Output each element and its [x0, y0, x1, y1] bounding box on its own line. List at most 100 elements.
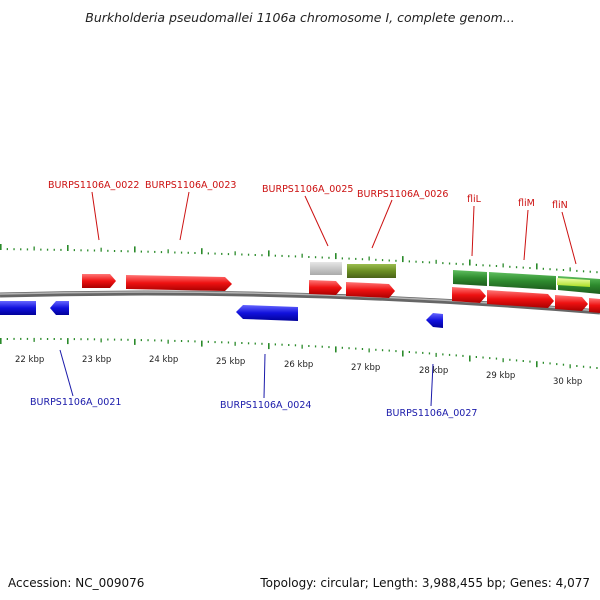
top-ticks-tick: [361, 258, 364, 261]
top-ticks-tick: [140, 250, 142, 253]
feature-green-2[interactable]: [489, 272, 556, 290]
bottom-ticks-tick: [482, 356, 484, 359]
top-ticks-tick: [335, 253, 337, 260]
label-BURPS1106A_0026[interactable]: BURPS1106A_0026: [357, 189, 448, 200]
top-ticks-tick: [435, 259, 437, 264]
gene-BURPS1106A_0022[interactable]: [82, 274, 116, 288]
top-ticks-tick: [0, 244, 2, 250]
bottom-ticks-tick: [180, 340, 183, 342]
top-ticks-tick: [301, 253, 303, 258]
bottom-tick-row: [0, 337, 598, 369]
top-ticks-tick: [308, 256, 310, 258]
top-ticks-tick: [40, 248, 42, 251]
top-ticks-tick: [475, 263, 477, 266]
bottom-ticks-tick: [6, 338, 8, 340]
bottom-ticks-tick: [381, 349, 384, 352]
bottom-ticks-tick: [475, 356, 477, 358]
bottom-ticks-tick: [60, 338, 62, 340]
feature-lime[interactable]: [557, 278, 590, 287]
gene-BURPS1106A_0023[interactable]: [126, 275, 232, 291]
scale-label-29kbp: 29 kbp: [486, 371, 515, 381]
feature-gray[interactable]: [310, 262, 342, 275]
bottom-ticks-tick: [160, 339, 163, 342]
label-BURPS1106A_0021[interactable]: BURPS1106A_0021: [30, 397, 121, 408]
gene-BURPS1106A_0025[interactable]: [309, 280, 342, 295]
top-ticks-tick: [227, 253, 230, 256]
top-ticks-tick: [147, 250, 149, 253]
bottom-ticks-tick: [207, 340, 209, 343]
label-BURPS1106A_0025[interactable]: BURPS1106A_0025: [262, 184, 353, 195]
top-ticks-tick: [174, 251, 176, 254]
bottom-ticks-tick: [509, 358, 511, 361]
gene-fliL[interactable]: [452, 287, 486, 303]
label-fliL[interactable]: fliL: [467, 194, 482, 205]
top-ticks-tick: [549, 268, 551, 271]
bottom-ticks-tick: [402, 350, 404, 357]
top-ticks-tick: [46, 248, 49, 251]
bottom-ticks-tick: [227, 341, 230, 344]
bottom-ticks-tick: [448, 353, 451, 356]
label-fliN[interactable]: fliN: [552, 200, 568, 211]
top-ticks-tick: [321, 256, 323, 259]
top-ticks-tick: [341, 257, 343, 260]
scale-label-23kbp: 23 kbp: [82, 355, 111, 365]
bottom-ticks-tick: [395, 350, 397, 353]
bottom-ticks-tick: [221, 341, 223, 344]
top-ticks-tick: [596, 271, 598, 274]
top-ticks-tick: [556, 268, 558, 271]
top-ticks-tick: [442, 262, 444, 265]
top-ticks-tick: [60, 248, 62, 251]
top-ticks-tick: [388, 259, 390, 262]
top-ticks-tick: [489, 264, 491, 267]
scale-label-30kbp: 30 kbp: [553, 377, 582, 387]
bottom-ticks-tick: [87, 338, 89, 341]
gene-BURPS1106A_0027[interactable]: [426, 313, 443, 328]
feature-green-1[interactable]: [453, 270, 487, 286]
top-ticks-tick: [502, 263, 504, 268]
top-ticks-tick: [33, 246, 35, 251]
feature-olive[interactable]: [347, 264, 396, 278]
bottom-ticks-tick: [40, 337, 42, 340]
gene-left-edge[interactable]: [0, 301, 36, 315]
top-ticks-tick: [314, 256, 317, 259]
gene-BURPS1106A_0024[interactable]: [236, 305, 298, 321]
top-ticks-tick: [261, 254, 263, 257]
gene-BURPS1106A_0021[interactable]: [50, 301, 69, 315]
bottom-ticks-tick: [556, 363, 558, 366]
top-ticks-tick: [87, 249, 89, 252]
scale-label-25kbp: 25 kbp: [216, 357, 245, 367]
label-fliM[interactable]: fliM: [518, 198, 535, 209]
scale-label-27kbp: 27 kbp: [351, 363, 380, 373]
bottom-ticks-tick: [261, 342, 263, 345]
top-ticks-tick: [274, 254, 276, 257]
top-ticks-tick: [180, 251, 183, 254]
bottom-ticks-tick: [469, 355, 471, 362]
label-BURPS1106A_0027[interactable]: BURPS1106A_0027: [386, 408, 477, 419]
bottom-ticks-tick: [134, 338, 136, 345]
bottom-ticks-tick: [562, 363, 565, 366]
top-ticks-tick: [428, 261, 431, 264]
bottom-ticks-tick: [388, 349, 390, 352]
gene-BURPS1106A_0026[interactable]: [346, 282, 395, 298]
bottom-ticks-tick: [187, 340, 189, 343]
label-BURPS1106A_0023[interactable]: BURPS1106A_0023: [145, 180, 236, 191]
top-ticks-tick: [368, 256, 370, 261]
bottom-ticks-tick: [147, 339, 149, 342]
bottom-ticks-tick: [542, 361, 544, 364]
bottom-ticks-tick: [442, 353, 444, 356]
top-ticks-tick: [422, 261, 424, 264]
bottom-ticks-tick: [140, 339, 142, 342]
gene-fliN[interactable]: [555, 295, 588, 311]
top-ticks-tick: [522, 266, 524, 269]
top-ticks-tick: [462, 263, 464, 266]
bottom-ticks-tick: [0, 338, 2, 344]
gene-fliO[interactable]: [589, 298, 600, 313]
bottom-ticks-tick: [341, 346, 343, 349]
bottom-ticks-tick: [80, 338, 82, 341]
gene-fliM[interactable]: [487, 290, 554, 308]
summary-text: Topology: circular; Length: 3,988,455 bp…: [260, 576, 590, 590]
bottom-ticks-tick: [455, 354, 457, 357]
label-BURPS1106A_0024[interactable]: BURPS1106A_0024: [220, 400, 311, 411]
label-BURPS1106A_0022[interactable]: BURPS1106A_0022: [48, 180, 139, 191]
